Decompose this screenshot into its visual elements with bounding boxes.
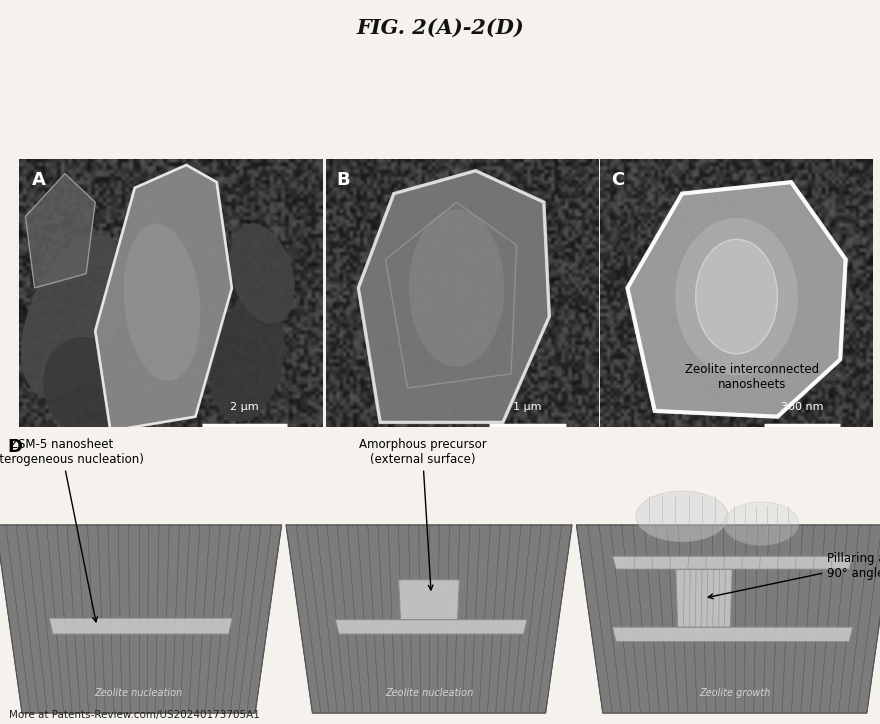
Text: FIG. 2(A)-2(D): FIG. 2(A)-2(D) bbox=[356, 18, 524, 38]
Ellipse shape bbox=[230, 224, 295, 324]
Text: B: B bbox=[336, 171, 350, 189]
Text: ZSM-5 nanosheet
(heterogeneous nucleation): ZSM-5 nanosheet (heterogeneous nucleatio… bbox=[0, 437, 143, 622]
Text: More at Patents-Review.com/US20240173705A1: More at Patents-Review.com/US20240173705… bbox=[9, 710, 260, 720]
Polygon shape bbox=[95, 165, 232, 431]
Polygon shape bbox=[335, 620, 527, 634]
Polygon shape bbox=[612, 556, 853, 569]
Ellipse shape bbox=[724, 502, 799, 545]
Ellipse shape bbox=[123, 224, 201, 381]
Text: Zeolite nucleation: Zeolite nucleation bbox=[385, 688, 473, 698]
Text: Zeolite growth: Zeolite growth bbox=[699, 688, 771, 698]
Ellipse shape bbox=[209, 298, 285, 421]
Ellipse shape bbox=[409, 209, 504, 366]
Polygon shape bbox=[399, 580, 459, 620]
Text: Zeolite interconnected
nanosheets: Zeolite interconnected nanosheets bbox=[686, 363, 819, 391]
Polygon shape bbox=[612, 627, 853, 641]
Polygon shape bbox=[676, 569, 732, 627]
Text: 2 μm: 2 μm bbox=[230, 403, 259, 413]
Ellipse shape bbox=[43, 337, 129, 439]
Ellipse shape bbox=[635, 491, 729, 542]
Text: 1 μm: 1 μm bbox=[513, 403, 542, 413]
Text: 300 nm: 300 nm bbox=[781, 403, 824, 413]
Text: C: C bbox=[611, 171, 624, 189]
Ellipse shape bbox=[675, 218, 798, 375]
Text: Amorphous precursor
(external surface): Amorphous precursor (external surface) bbox=[358, 437, 487, 590]
Polygon shape bbox=[576, 525, 880, 713]
Polygon shape bbox=[49, 618, 232, 634]
Polygon shape bbox=[627, 182, 846, 417]
Polygon shape bbox=[286, 525, 572, 713]
Polygon shape bbox=[358, 171, 549, 422]
Ellipse shape bbox=[696, 240, 778, 354]
Text: Pillaring at
90° angle: Pillaring at 90° angle bbox=[708, 552, 880, 599]
Polygon shape bbox=[26, 174, 95, 288]
Polygon shape bbox=[0, 525, 282, 713]
Text: D: D bbox=[7, 438, 22, 456]
Text: Zeolite nucleation: Zeolite nucleation bbox=[94, 688, 183, 698]
Ellipse shape bbox=[21, 235, 127, 398]
Text: A: A bbox=[32, 171, 46, 189]
